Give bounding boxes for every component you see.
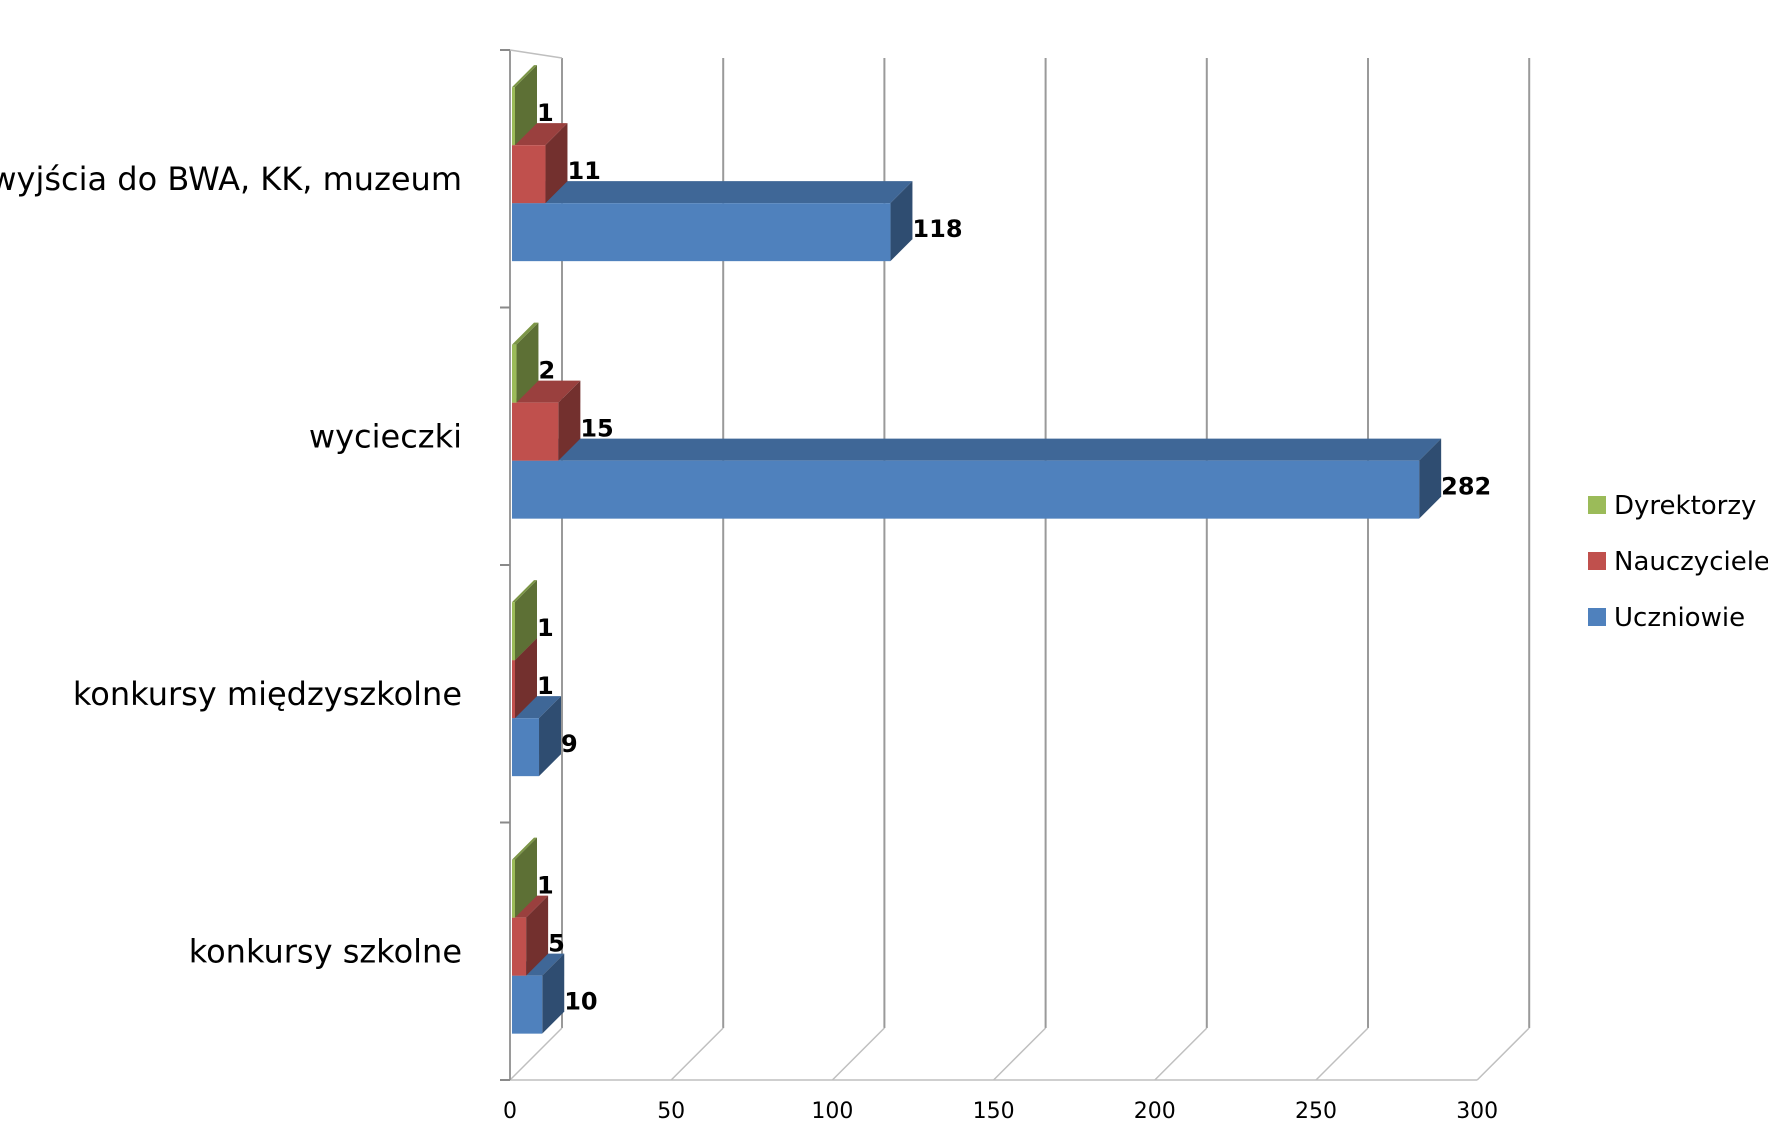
bar-nauczyciele-3 bbox=[512, 895, 549, 976]
x-tick-label-100: 100 bbox=[811, 1099, 853, 1124]
bars bbox=[512, 65, 1442, 1034]
bar-dyrektorzy-1 bbox=[512, 322, 539, 403]
data-label-nauczyciele: 5 bbox=[548, 930, 565, 958]
legend: Dyrektorzy Nauczyciele Uczniowie bbox=[1588, 491, 1768, 633]
legend-swatch bbox=[1588, 496, 1606, 514]
legend-item-nauczyciele: Nauczyciele bbox=[1588, 547, 1768, 577]
category-axis bbox=[500, 49, 563, 1081]
x-tick-label-300: 300 bbox=[1456, 1099, 1498, 1124]
legend-swatch bbox=[1588, 552, 1606, 570]
bar-dyrektorzy-2 bbox=[512, 580, 537, 661]
bar-top bbox=[512, 580, 537, 603]
bar-side bbox=[542, 953, 565, 1034]
bar-side bbox=[515, 638, 537, 719]
category-label: konkursy szkolne bbox=[189, 932, 462, 970]
gridline-depth-200 bbox=[1154, 1027, 1208, 1081]
bar-front bbox=[512, 145, 546, 204]
bar-dyrektorzy-3 bbox=[512, 837, 537, 918]
bar-front bbox=[512, 975, 543, 1034]
gridline-depth-0 bbox=[509, 1027, 563, 1081]
data-label-nauczyciele: 1 bbox=[537, 672, 554, 700]
gridline-depth-50 bbox=[670, 1027, 724, 1081]
bar-side bbox=[515, 65, 537, 146]
bar-side bbox=[1419, 438, 1442, 519]
category-labels: wyjścia do BWA, KK, muzeum wycieczki konku… bbox=[0, 160, 462, 971]
data-label-dyrektorzy: 1 bbox=[537, 99, 554, 127]
bar-top bbox=[512, 837, 537, 860]
category-label: wyjścia do BWA, KK, muzeum bbox=[0, 160, 462, 198]
bar-side bbox=[539, 696, 562, 777]
legend-label: Dyrektorzy bbox=[1614, 491, 1756, 521]
gridline-depth-300 bbox=[1476, 1027, 1530, 1081]
data-label-uczniowie: 118 bbox=[912, 215, 962, 243]
bar-front bbox=[512, 402, 559, 461]
bar-top bbox=[512, 123, 568, 146]
data-label-dyrektorzy: 1 bbox=[537, 614, 554, 642]
gridline-depth-100 bbox=[831, 1027, 885, 1081]
bar-front bbox=[512, 203, 891, 262]
category-label: wycieczki bbox=[309, 417, 462, 455]
legend-item-uczniowie: Uczniowie bbox=[1588, 603, 1745, 633]
gridline-depth-150 bbox=[993, 1027, 1047, 1081]
bar-uczniowie-0 bbox=[512, 181, 913, 262]
bar-side bbox=[545, 123, 568, 204]
bar-nauczyciele-0 bbox=[512, 123, 568, 204]
x-tick-label-200: 200 bbox=[1134, 1099, 1176, 1124]
bar-front bbox=[512, 602, 515, 661]
bar-side bbox=[890, 181, 913, 262]
bar-side bbox=[515, 837, 537, 918]
data-label-uczniowie: 9 bbox=[561, 730, 578, 758]
bar-dyrektorzy-0 bbox=[512, 65, 537, 146]
category-label: konkursy międzyszkolne bbox=[73, 675, 462, 713]
data-label-uczniowie: 10 bbox=[564, 988, 597, 1016]
bar-top bbox=[512, 696, 562, 719]
bar-side bbox=[516, 322, 539, 403]
bar-side bbox=[558, 380, 581, 461]
bar-side bbox=[526, 895, 549, 976]
bar-nauczyciele-1 bbox=[512, 380, 581, 461]
bar-front bbox=[512, 344, 517, 403]
data-label-dyrektorzy: 2 bbox=[538, 357, 555, 385]
x-tick-label-250: 250 bbox=[1295, 1099, 1337, 1124]
legend-swatch bbox=[1588, 608, 1606, 626]
x-tick-label-0: 0 bbox=[503, 1099, 517, 1124]
legend-label: Nauczyciele bbox=[1614, 547, 1768, 577]
bar-top bbox=[512, 322, 539, 345]
bar-top bbox=[512, 181, 913, 204]
bar-front bbox=[512, 660, 515, 719]
bar-uczniowie-2 bbox=[512, 696, 562, 777]
bar-front bbox=[512, 859, 515, 918]
x-tick-label-150: 150 bbox=[973, 1099, 1015, 1124]
bar-top bbox=[512, 895, 549, 918]
bar-front bbox=[512, 718, 540, 777]
bar-top bbox=[512, 438, 1442, 461]
gridline-depth-250 bbox=[1315, 1027, 1369, 1081]
axis-top-depth bbox=[509, 49, 563, 59]
bar-front bbox=[512, 460, 1420, 519]
data-label-uczniowie: 282 bbox=[1441, 473, 1491, 501]
legend-label: Uczniowie bbox=[1614, 603, 1745, 633]
bar-front bbox=[512, 87, 515, 146]
bar-side bbox=[515, 580, 537, 661]
value-tick-labels: 0 50 100 150 200 250 300 bbox=[503, 1099, 1498, 1124]
data-label-nauczyciele: 15 bbox=[580, 415, 613, 443]
bar-uczniowie-1 bbox=[512, 438, 1442, 519]
data-label-dyrektorzy: 1 bbox=[537, 872, 554, 900]
bar-top bbox=[512, 65, 537, 88]
legend-item-dyrektorzy: Dyrektorzy bbox=[1588, 491, 1756, 521]
x-tick-label-50: 50 bbox=[657, 1099, 685, 1124]
bar-front bbox=[512, 917, 527, 976]
data-label-nauczyciele: 11 bbox=[567, 157, 600, 185]
